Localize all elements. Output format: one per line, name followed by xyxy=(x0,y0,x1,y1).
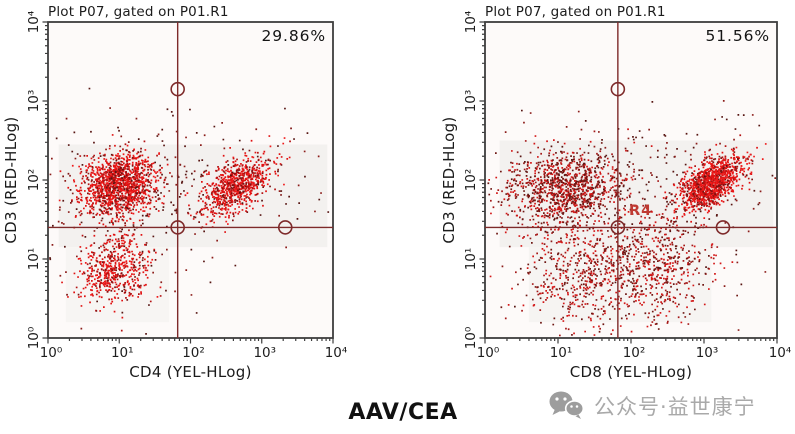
x-tick-label: 10² xyxy=(623,345,646,361)
x-axis-label-left: CD4 (YEL-HLog) xyxy=(129,363,252,381)
y-tick-label: 10⁰ xyxy=(463,327,479,350)
plot-title-right: Plot P07, gated on P01.R1 xyxy=(485,4,666,20)
x-tick-label: 10⁴ xyxy=(325,345,348,361)
gate-handle xyxy=(610,81,626,97)
watermark-text: 公众号·益世康宁 xyxy=(594,394,756,419)
dot-layer xyxy=(501,100,777,331)
quadrant-gate-lines xyxy=(48,22,333,338)
gate-handle xyxy=(170,81,185,97)
percent-label-right: 51.56% xyxy=(705,27,770,45)
plot-title-left: Plot P07, gated on P01.R1 xyxy=(48,4,229,20)
axis-ticks xyxy=(479,21,778,344)
wechat-icon xyxy=(549,391,585,419)
quadrant-gate-lines xyxy=(485,22,777,338)
y-tick-label: 10² xyxy=(26,169,42,192)
dot-layer xyxy=(658,143,758,227)
y-tick-label: 10¹ xyxy=(463,248,479,271)
plot-border xyxy=(47,21,334,339)
dot-layer xyxy=(62,127,292,312)
y-tick-label: 10³ xyxy=(26,90,42,113)
density-shade xyxy=(65,247,170,323)
plot-border xyxy=(484,21,778,339)
x-tick-label: 10¹ xyxy=(550,345,573,361)
figure-caption: AAV/CEA xyxy=(348,400,458,425)
gate-handle xyxy=(170,220,185,235)
density-shade xyxy=(499,140,774,248)
x-tick-label: 10¹ xyxy=(111,345,134,361)
y-tick-label: 10¹ xyxy=(26,248,42,271)
percent-label-left: 29.86% xyxy=(261,27,326,45)
x-tick-label: 10³ xyxy=(696,345,719,361)
y-axis-label-right: CD3 (RED-HLog) xyxy=(440,116,458,244)
y-axis-label-left: CD3 (RED-HLog) xyxy=(2,116,20,244)
x-tick-label: 10⁴ xyxy=(769,345,792,361)
dot-layer xyxy=(75,140,291,332)
gate-handle xyxy=(715,220,731,235)
x-tick-label: 10² xyxy=(182,345,205,361)
y-tick-label: 10² xyxy=(463,169,479,192)
gate-handle xyxy=(610,220,626,235)
dot-layer xyxy=(673,147,754,223)
y-tick-label: 10⁴ xyxy=(463,11,479,34)
y-tick-label: 10⁴ xyxy=(26,11,42,34)
scatter-plot-1: 10⁰ 10¹ 10² 10³ 10⁴ 10⁰ 10¹ 10² 10³ 10⁴ xyxy=(463,11,791,361)
x-axis-label-right: CD8 (YEL-HLog) xyxy=(569,363,693,381)
region-label-r4: R4 xyxy=(629,203,653,219)
axis-ticks xyxy=(42,21,334,344)
x-tick-label: 10⁰ xyxy=(40,345,63,361)
watermark: 公众号·益世康宁 xyxy=(548,390,756,421)
y-tick-label: 10³ xyxy=(463,90,479,113)
x-tick-label: 10³ xyxy=(253,345,276,361)
gate-handle xyxy=(277,220,293,235)
y-tick-label: 10⁰ xyxy=(26,327,42,350)
scatter-plot-0: 10⁰ 10¹ 10² 10³ 10⁴ 10⁰ 10¹ 10² 10³ 10⁴ xyxy=(26,11,347,361)
x-tick-label: 10⁰ xyxy=(477,345,500,361)
